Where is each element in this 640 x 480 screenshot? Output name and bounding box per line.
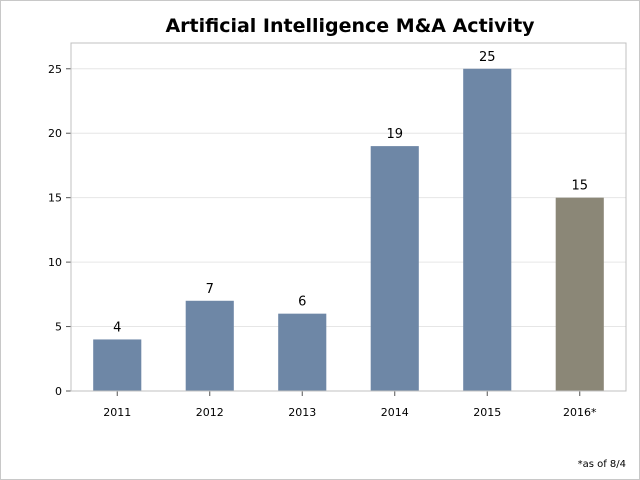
x-tick-label: 2013 <box>288 406 316 419</box>
y-tick-label: 15 <box>48 192 62 205</box>
x-tick-label: 2016* <box>563 406 597 419</box>
y-axis-tick-labels: 0 5 10 15 20 25 <box>48 63 71 398</box>
chart-title: Artificial Intelligence M&A Activity <box>165 15 535 37</box>
bar-2012 <box>185 300 234 391</box>
y-tick-label: 5 <box>55 321 62 334</box>
data-label: 7 <box>206 282 214 297</box>
data-labels: 4 7 6 19 25 15 <box>113 50 588 336</box>
bar-2013 <box>278 313 327 391</box>
x-tick-label: 2011 <box>103 406 131 419</box>
data-label: 15 <box>571 179 588 194</box>
y-tick-label: 20 <box>48 127 62 140</box>
y-tick-label: 0 <box>55 385 62 398</box>
x-axis-tick-labels: 2011 2012 2013 2014 2015 2016* <box>103 391 597 419</box>
data-label: 19 <box>386 127 403 142</box>
gridlines <box>71 68 626 328</box>
x-tick-label: 2015 <box>473 406 501 419</box>
bar-2015 <box>463 68 512 392</box>
bar-2016 <box>555 197 604 391</box>
x-tick-label: 2012 <box>196 406 224 419</box>
y-tick-label: 10 <box>48 256 62 269</box>
data-label: 6 <box>298 295 306 310</box>
bars <box>93 68 604 392</box>
data-label: 4 <box>113 320 121 335</box>
bar-2014 <box>370 146 419 391</box>
bar-2011 <box>93 339 142 391</box>
x-tick-label: 2014 <box>381 406 409 419</box>
y-tick-label: 25 <box>48 63 62 76</box>
data-label: 25 <box>479 50 496 65</box>
footnote: *as of 8/4 <box>578 459 626 470</box>
plot-area-border <box>70 42 627 392</box>
